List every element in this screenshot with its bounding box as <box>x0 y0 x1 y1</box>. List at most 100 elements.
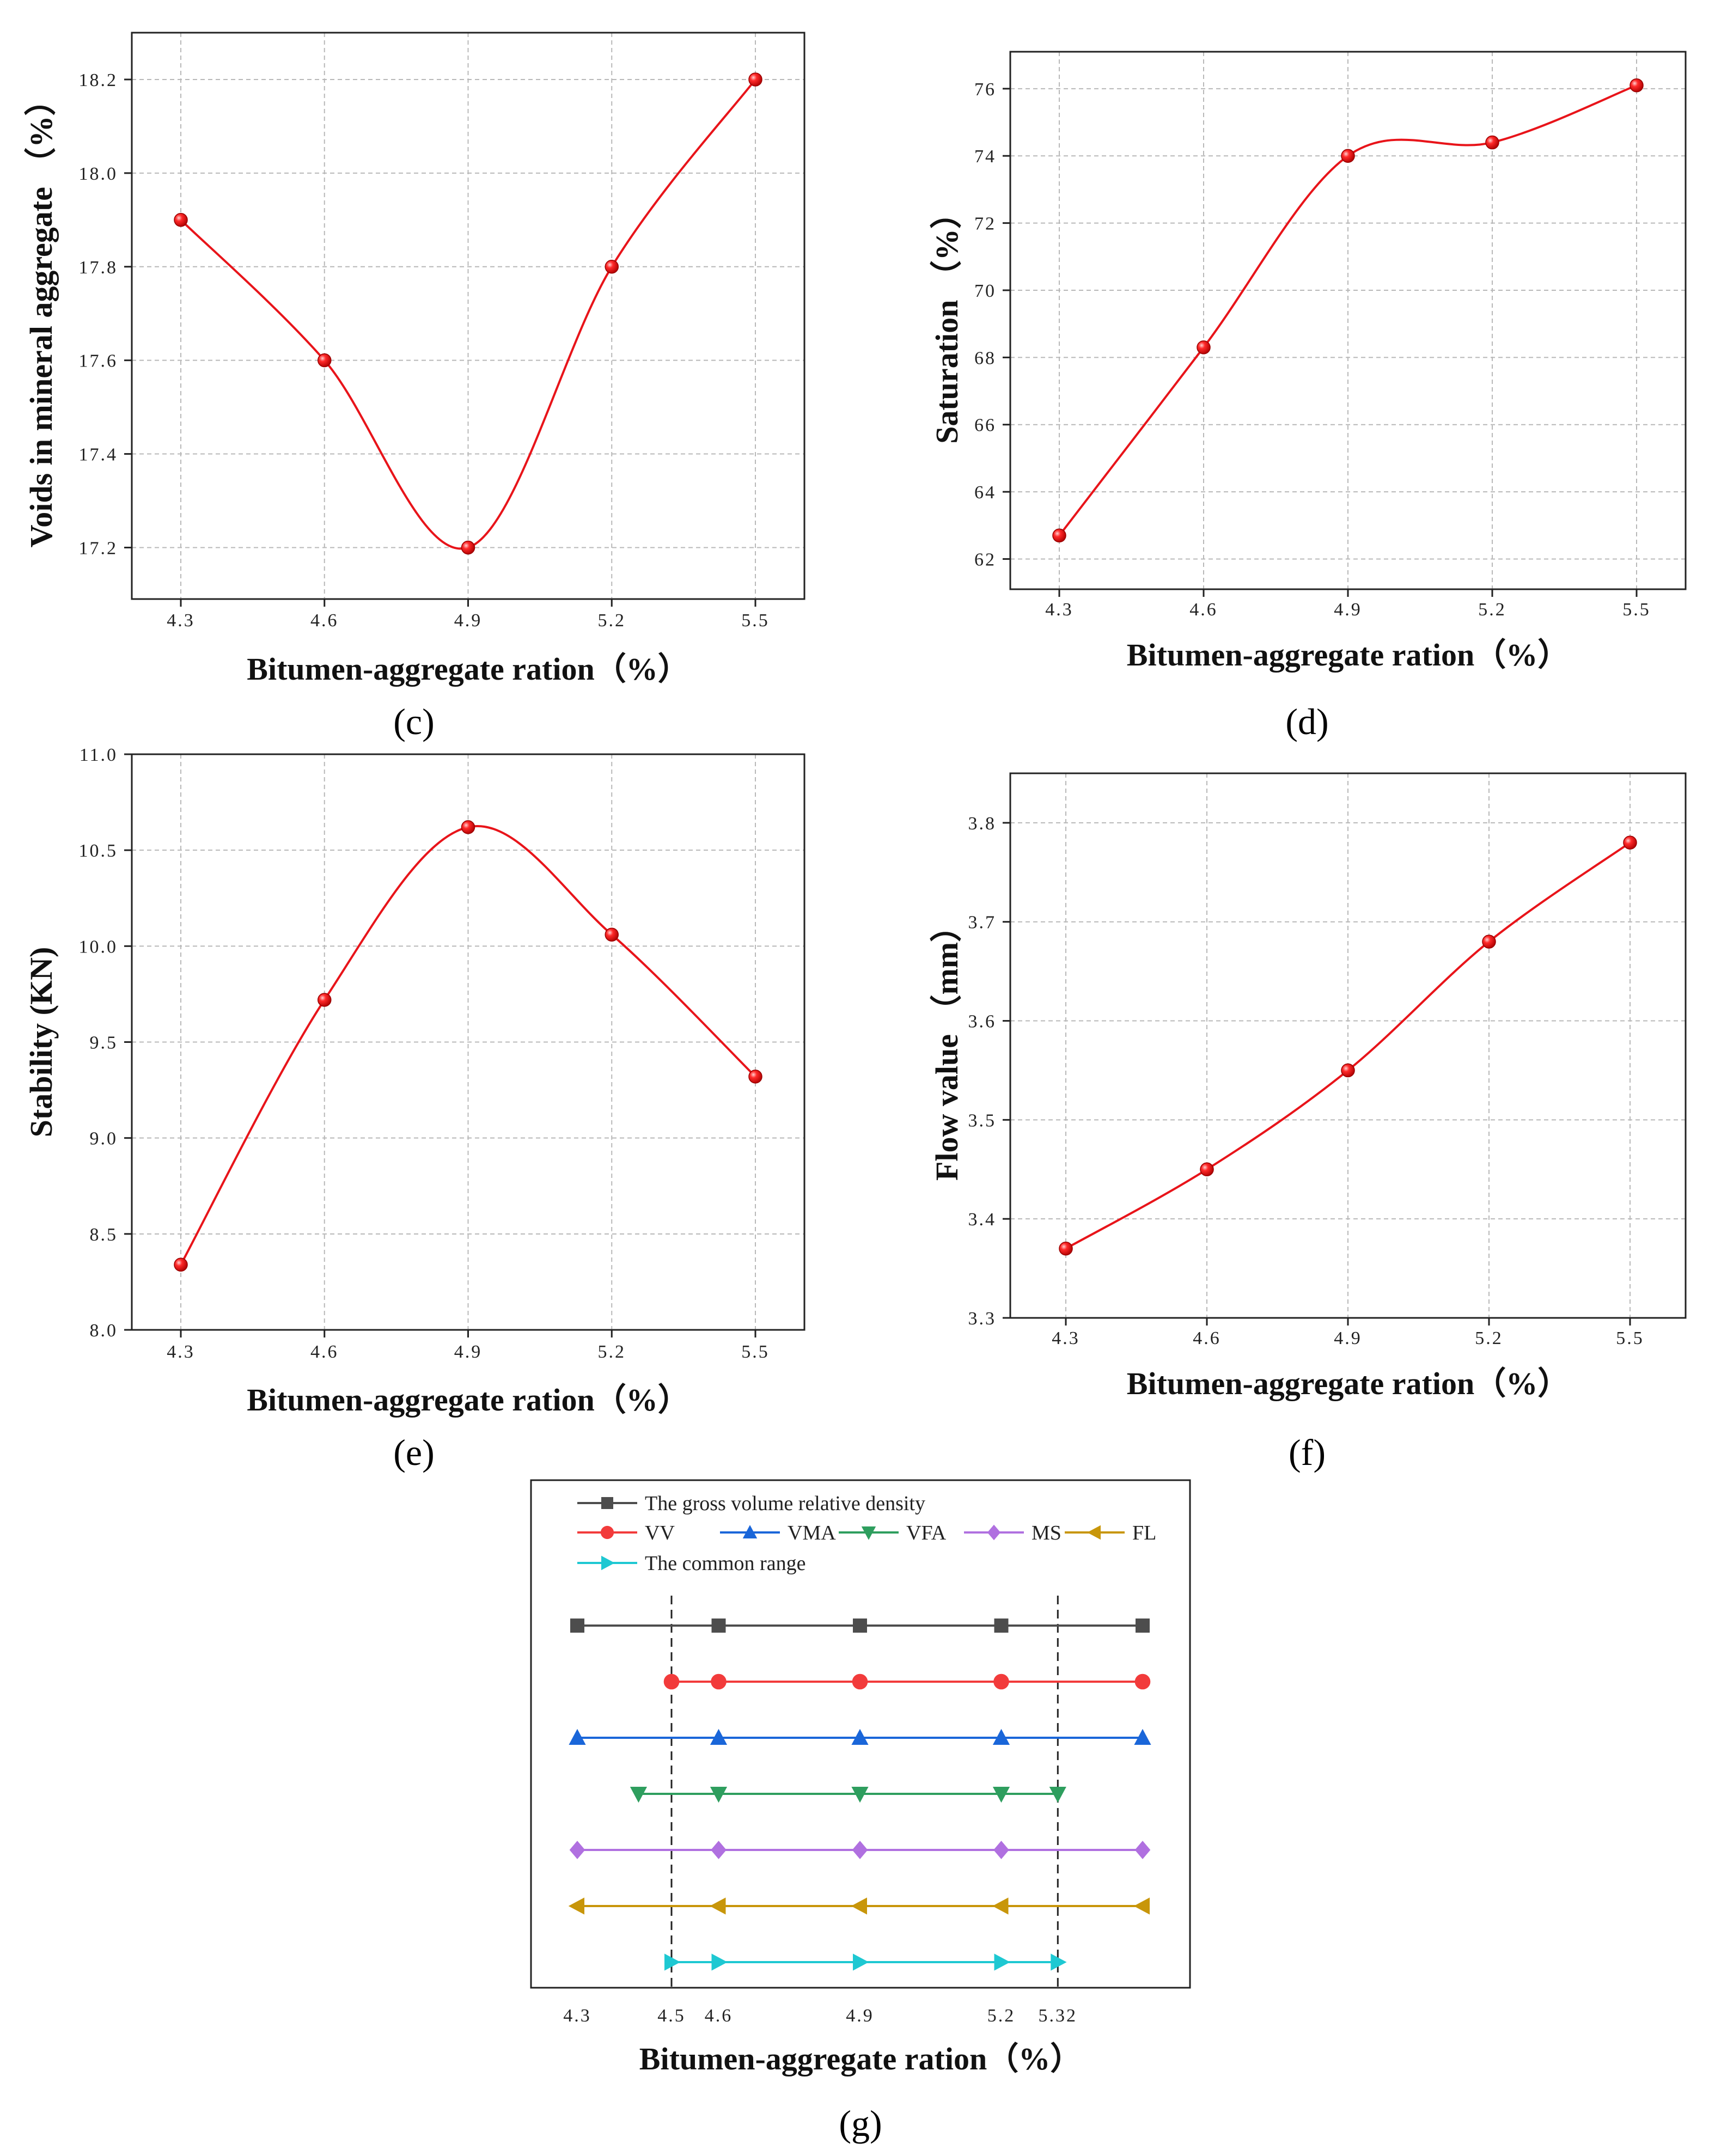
x-tick-label: 4.3 <box>167 610 195 631</box>
series-marker <box>711 1953 728 1971</box>
data-point <box>605 927 619 942</box>
x-tick-label: 5.5 <box>1616 1328 1644 1348</box>
x-tick-label: 4.3 <box>1045 600 1073 620</box>
series-marker <box>993 1841 1009 1859</box>
chart-g: The gross volume relative density VV VMA VF… <box>530 1479 1191 2144</box>
series-line <box>180 825 756 1266</box>
x-axis-title: Bitumen-aggregate ration（%） <box>1127 1366 1569 1401</box>
y-axis-title: Stability (KN) <box>23 947 59 1138</box>
y-tick-label: 3.8 <box>968 814 997 834</box>
series-marker <box>569 1729 586 1745</box>
y-tick-label: 17.4 <box>79 445 118 465</box>
data-point <box>461 820 475 834</box>
x-tick-label: 5.2 <box>598 1342 626 1362</box>
y-tick-label: 3.4 <box>968 1210 997 1230</box>
series-marker <box>711 1674 727 1690</box>
data-point <box>1630 78 1644 93</box>
y-axis-title: Flow value （mm） <box>929 911 965 1181</box>
data-point <box>1341 149 1355 163</box>
panel-label: (c) <box>393 701 434 742</box>
series-marker <box>992 1787 1010 1803</box>
data-point <box>748 1070 762 1084</box>
y-tick-label: 3.3 <box>968 1309 997 1329</box>
y-axis-title: Saturation （%） <box>929 197 965 444</box>
legend-label: The common range <box>645 1552 805 1575</box>
series-marker <box>853 1953 869 1971</box>
series-marker <box>852 1841 868 1859</box>
y-tick-label: 62 <box>974 549 996 570</box>
y-tick-label: 10.0 <box>79 937 118 957</box>
x-tick-label: 4.9 <box>454 610 483 631</box>
x-tick-label: 4.6 <box>310 1342 339 1362</box>
y-tick-label: 8.0 <box>90 1321 118 1341</box>
x-axis-title: Bitumen-aggregate ration（%） <box>1127 637 1569 673</box>
series-marker <box>851 1787 869 1803</box>
chart-f: 4.3 4.6 4.9 5.2 5.5 3.3 3.4 3.5 3.6 3.7 3.8 Bitumen… <box>929 772 1687 1473</box>
y-tick-label: 17.6 <box>79 351 118 371</box>
series-marker <box>861 1526 876 1540</box>
panel-label: (d) <box>1285 701 1328 742</box>
panel-label: (g) <box>839 2103 882 2144</box>
series-marker <box>1134 1729 1151 1745</box>
data-point <box>1482 935 1496 949</box>
series-marker <box>569 1841 585 1859</box>
series-line <box>1058 84 1637 536</box>
legend-label: The gross volume relative density <box>645 1492 925 1515</box>
data-point <box>1341 1063 1355 1078</box>
y-tick-label: 18.2 <box>79 70 118 90</box>
y-tick-label: 3.5 <box>968 1110 997 1131</box>
series-marker <box>663 1674 680 1690</box>
x-tick-label: 4.6 <box>310 610 339 631</box>
series-marker <box>851 1729 869 1745</box>
series-marker <box>710 1787 728 1803</box>
y-tick-label: 3.7 <box>968 913 997 933</box>
legend-label: FL <box>1132 1522 1156 1544</box>
y-tick-label: 70 <box>974 281 996 301</box>
y-tick-label: 68 <box>974 348 996 368</box>
x-tick-label: 5.2 <box>598 610 626 631</box>
x-tick-label: 5.5 <box>1622 600 1651 620</box>
x-tick-label: 5.5 <box>741 610 770 631</box>
y-tick-label: 18.0 <box>79 164 118 184</box>
x-tick-label: 4.9 <box>1334 600 1362 620</box>
data-point <box>174 213 188 227</box>
data-point <box>1623 835 1637 850</box>
x-tick-label: 4.6 <box>1193 1328 1221 1348</box>
y-tick-label: 9.0 <box>90 1129 118 1149</box>
y-tick-label: 17.8 <box>79 258 118 278</box>
series-marker <box>710 1897 726 1915</box>
y-axis-title: Voids in mineral aggregate （%） <box>23 84 59 548</box>
x-tick-label: 4.3 <box>1052 1328 1080 1348</box>
x-tick-label: 4.3 <box>563 2006 591 2026</box>
y-tick-label: 72 <box>974 214 996 234</box>
series-marker <box>987 1524 1001 1541</box>
series-marker <box>1051 1953 1067 1971</box>
series-marker <box>1136 1618 1150 1633</box>
panel-label: (e) <box>393 1432 434 1473</box>
x-tick-label: 4.5 <box>657 2006 686 2026</box>
panel-label: (f) <box>1289 1432 1326 1473</box>
x-tick-label: 4.6 <box>1189 600 1218 620</box>
y-tick-label: 64 <box>974 482 996 503</box>
series-marker <box>630 1787 648 1803</box>
x-tick-label: 4.3 <box>167 1342 195 1362</box>
series-marker <box>1049 1787 1066 1803</box>
y-tick-label: 8.5 <box>90 1225 118 1245</box>
data-point <box>461 540 475 555</box>
series-marker <box>993 1674 1009 1690</box>
x-tick-label: 4.6 <box>705 2006 733 2026</box>
data-point <box>1197 340 1211 355</box>
data-point <box>1052 528 1066 543</box>
series-marker <box>853 1618 867 1633</box>
data-point <box>318 993 332 1007</box>
series-marker <box>1133 1897 1150 1915</box>
series-marker <box>994 1618 1009 1633</box>
series-marker <box>710 1729 728 1745</box>
series-marker <box>601 1555 615 1571</box>
data-point <box>174 1257 188 1272</box>
data-point <box>1059 1241 1073 1256</box>
series-marker <box>1134 1674 1151 1690</box>
data-point <box>748 72 762 87</box>
series-marker <box>851 1897 867 1915</box>
